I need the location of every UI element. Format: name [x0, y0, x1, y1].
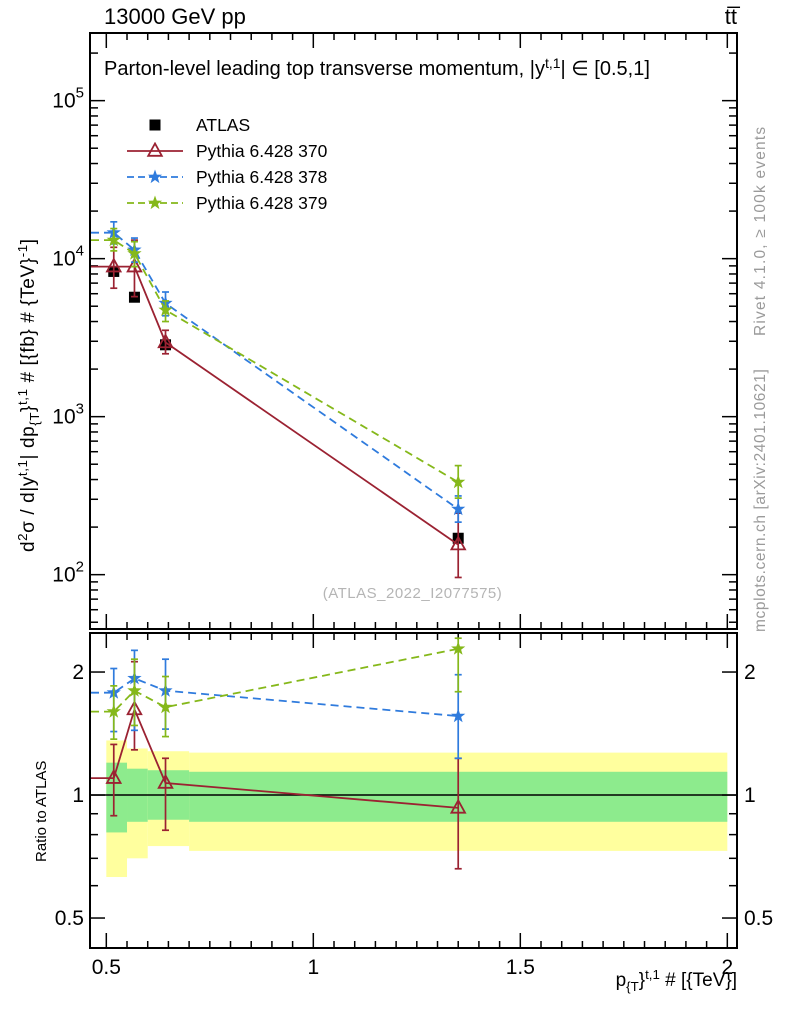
ratio-tick-label-left: 2 [72, 661, 84, 684]
legend-item-pythia-379: Pythia 6.428 379 [126, 190, 327, 216]
y-tick-label: 102 [52, 559, 84, 587]
y-axis-label: d2σ / d|yt,1| dp{T}t,1 # [{fb} # {TeV}-1… [15, 238, 42, 552]
label-part: d [18, 540, 39, 552]
label-part: t,1 [15, 459, 31, 477]
ratio-tick-label-left: 1 [72, 784, 84, 807]
series-atlas-main [108, 265, 464, 544]
ratio-y-axis-label: Ratio to ATLAS [33, 760, 50, 862]
ratio-panel [91, 637, 467, 870]
ratio-tick-label-right: 1 [744, 784, 756, 807]
beam-energy-label: 13000 GeV pp [104, 4, 246, 29]
inner-uncertainty-band [106, 762, 128, 833]
label-part: } [18, 405, 39, 412]
process-label: tt̅ [724, 4, 737, 29]
x-tick-label: 1.5 [506, 956, 535, 979]
x-tick-label: 2 [721, 956, 733, 979]
ratio-tick-label-right: 2 [744, 661, 756, 684]
series-pythia-6-428-378-ratio [91, 649, 466, 760]
label-part: 2 [15, 532, 31, 541]
label-part: # [{fb} # {TeV} [18, 257, 39, 389]
label-part: t,1 [544, 55, 561, 71]
panel-title: Parton-level leading top transverse mome… [104, 55, 650, 81]
rivet-version-note: Rivet 4.1.0, ≥ 100k events [752, 125, 769, 336]
legend: ATLAS Pythia 6.428 370 Pythia 6.428 378 … [126, 112, 327, 216]
label-part: {T [26, 411, 42, 426]
legend-marker-pythia-370 [127, 142, 183, 157]
x-tick-label: 1 [307, 956, 319, 979]
mcplots-reference-note: mcplots.cern.ch [arXiv:2401.10621] [752, 368, 769, 632]
y-tick-label: 103 [52, 401, 84, 429]
legend-marker-pythia-378 [127, 169, 183, 184]
label-part: p [615, 970, 627, 991]
label-part: | dp [18, 425, 39, 460]
legend-marker-atlas [149, 119, 161, 131]
legend-label: Pythia 6.428 378 [196, 166, 328, 187]
label-part: t,1 [645, 967, 660, 983]
label-part: t,1 [15, 388, 31, 405]
series-pythia-6-428-370-main [91, 239, 467, 579]
legend-label: Pythia 6.428 379 [196, 192, 328, 213]
tick-labels: 102 103 104 105 0.5 0.5 1 1 2 2 0.5 1 1.5 2 [52, 85, 773, 979]
series-pythia-6-428-379-ratio [91, 637, 466, 741]
label-part: {T [626, 978, 639, 994]
uncertainty-bands [90, 740, 737, 878]
label-part: -1 [15, 244, 31, 258]
label-part: σ / d|y [18, 476, 39, 533]
legend-item-pythia-378: Pythia 6.428 378 [126, 164, 327, 190]
analysis-id-watermark: (ATLAS_2022_I2077575) [322, 585, 503, 602]
legend-item-pythia-370: Pythia 6.428 370 [126, 138, 327, 164]
main-panel [91, 220, 467, 579]
x-tick-label: 0.5 [92, 956, 121, 979]
series-pythia-6-428-379-main [91, 227, 466, 499]
legend-marker-pythia-379 [127, 195, 183, 210]
x-axis-label: p{T}t,1 # [{TeV}] [437, 967, 737, 994]
label-part: | ∈ [0.5,1] [560, 58, 650, 80]
legend-item-atlas: ATLAS [126, 112, 327, 138]
ratio-tick-label-right: 0.5 [744, 907, 773, 930]
ratio-tick-label-left: 0.5 [55, 907, 84, 930]
y-tick-label: 104 [52, 243, 84, 271]
label-part: # [{TeV}] [659, 970, 737, 991]
axes-frame [89, 32, 738, 949]
legend-label: Pythia 6.428 370 [196, 140, 328, 161]
label-part: } [638, 970, 646, 991]
y-tick-label: 105 [52, 85, 84, 113]
series-pythia-6-428-378-main [91, 220, 466, 523]
label-part: Parton-level leading top transverse mome… [104, 58, 545, 80]
legend-label: ATLAS [196, 114, 251, 135]
